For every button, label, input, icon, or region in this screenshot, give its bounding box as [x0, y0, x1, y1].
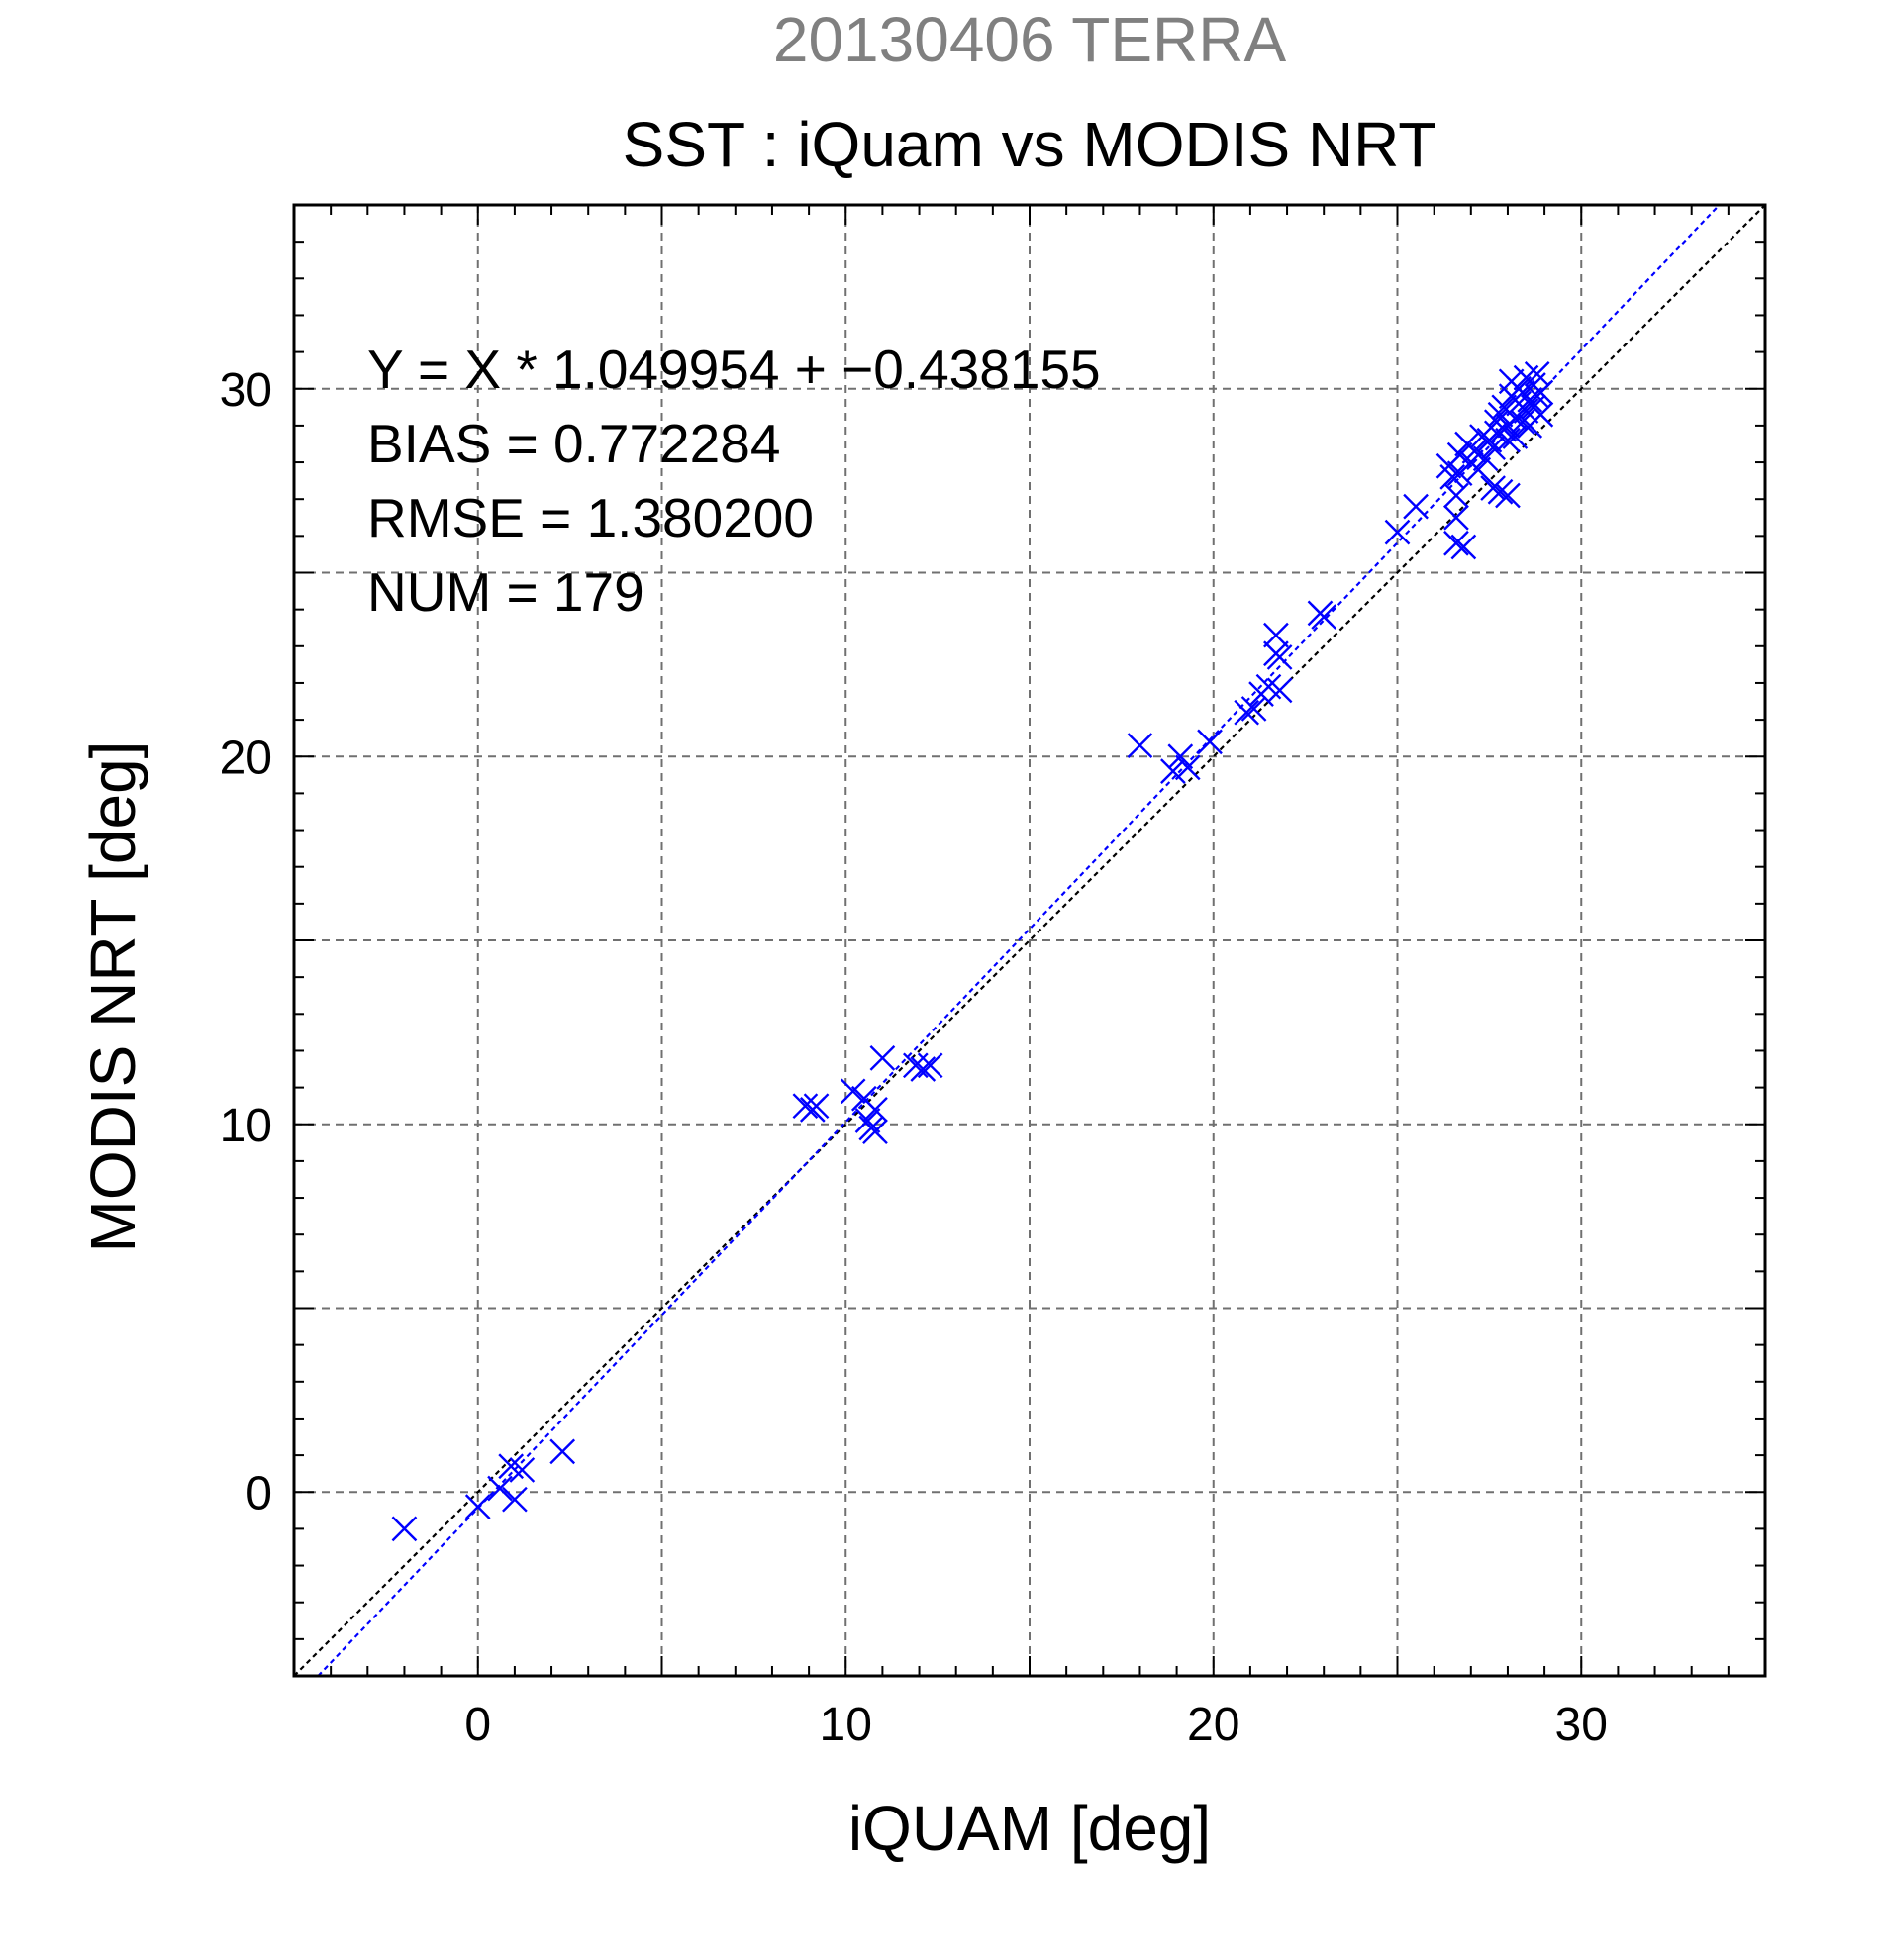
- data-point: [917, 1052, 943, 1079]
- data-point: [1127, 733, 1153, 758]
- data-point: [1487, 478, 1514, 505]
- data-point: [549, 1438, 576, 1465]
- data-point: [862, 1097, 888, 1123]
- data-point: [1480, 475, 1506, 501]
- data-point: [1480, 435, 1506, 461]
- data-point: [1384, 519, 1411, 545]
- regression-line: [317, 204, 1721, 1677]
- data-point: [1472, 445, 1499, 472]
- data-point: [1443, 504, 1469, 531]
- y-tick-label: 10: [220, 1100, 272, 1152]
- data-point: [1502, 424, 1529, 449]
- data-point: [1495, 427, 1521, 453]
- data-point: [910, 1056, 937, 1082]
- data-point: [1263, 622, 1289, 648]
- bias-value: BIAS = 0.772284: [367, 413, 780, 474]
- chart-supertitle: 20130406 TERRA: [773, 4, 1287, 75]
- data-point: [1167, 743, 1194, 770]
- plot-frame: [292, 203, 1767, 1678]
- data-point: [1174, 754, 1201, 781]
- data-point: [869, 1045, 896, 1071]
- data-point: [1403, 493, 1429, 520]
- data-point: [1266, 644, 1293, 670]
- data-point: [803, 1093, 830, 1120]
- grid-lines: [294, 205, 1765, 1676]
- data-point: [1160, 758, 1186, 784]
- y-tick-label: 0: [246, 1467, 272, 1519]
- x-tick-label: 0: [464, 1699, 491, 1751]
- rmse-value: RMSE = 1.380200: [367, 487, 814, 548]
- data-point: [1450, 534, 1477, 560]
- data-point: [1443, 530, 1469, 556]
- data-point: [464, 1494, 491, 1519]
- data-point: [487, 1475, 513, 1502]
- data-point: [1483, 420, 1510, 446]
- data-points: [391, 361, 1554, 1542]
- data-point: [1197, 729, 1223, 755]
- data-point: [792, 1093, 819, 1120]
- data-point: [1240, 696, 1267, 722]
- data-point: [840, 1078, 866, 1105]
- x-tick-label: 10: [820, 1699, 872, 1751]
- data-point: [502, 1486, 528, 1513]
- data-point: [509, 1457, 536, 1483]
- data-point: [1487, 401, 1514, 428]
- data-point: [1517, 387, 1543, 413]
- data-point: [1502, 405, 1529, 432]
- data-point: [1234, 699, 1260, 726]
- data-point: [1443, 482, 1469, 509]
- count-value: NUM = 179: [367, 561, 644, 623]
- data-point: [854, 1108, 881, 1133]
- x-axis-label: iQUAM [deg]: [848, 1793, 1211, 1864]
- tick-labels: 0 10 20 30 0 10 20 30: [220, 364, 1608, 1751]
- data-point: [1528, 379, 1554, 406]
- y-axis-label: MODIS NRT [deg]: [77, 741, 148, 1253]
- x-tick-label: 30: [1555, 1699, 1608, 1751]
- y-tick-label: 30: [220, 364, 272, 417]
- x-tick-label: 20: [1187, 1699, 1239, 1751]
- chart-title: SST : iQuam vs MODIS NRT: [623, 109, 1437, 180]
- regression-stats: Y = X * 1.049954 + −0.438155 BIAS = 0.77…: [367, 339, 1101, 623]
- data-point: [1311, 604, 1337, 630]
- data-point: [1528, 401, 1554, 428]
- regression-equation: Y = X * 1.049954 + −0.438155: [367, 339, 1101, 400]
- data-point: [862, 1119, 888, 1145]
- data-point: [1266, 677, 1293, 704]
- data-point: [1495, 482, 1521, 509]
- data-point: [902, 1052, 929, 1079]
- reference-lines: [293, 204, 1766, 1677]
- data-point: [1465, 456, 1492, 483]
- y-tick-label: 20: [220, 732, 272, 784]
- data-point: [1446, 441, 1473, 468]
- data-point: [391, 1516, 418, 1542]
